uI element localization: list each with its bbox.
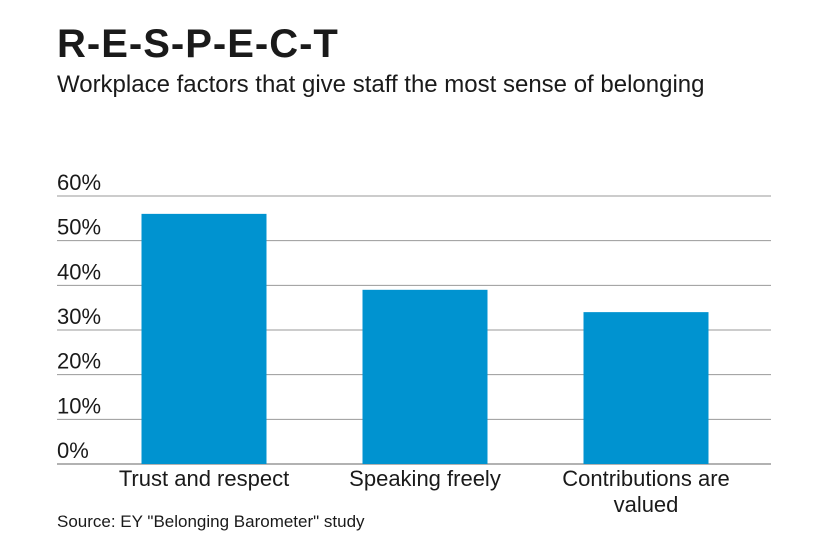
bar xyxy=(583,312,709,464)
bars xyxy=(141,213,709,464)
bar xyxy=(362,289,488,464)
source-note: Source: EY "Belonging Barometer" study xyxy=(57,512,365,531)
x-axis-labels: Trust and respect Speaking freely Contribu… xyxy=(119,466,730,517)
y-tick-label: 40% xyxy=(57,259,101,284)
x-category-label: Trust and respect xyxy=(119,466,289,491)
y-tick-label: 0% xyxy=(57,438,89,463)
y-axis-ticks: 0% 10% 20% 30% 40% 50% 60% xyxy=(57,170,101,463)
x-category-label: valued xyxy=(614,492,679,517)
y-tick-label: 50% xyxy=(57,215,101,240)
y-tick-label: 10% xyxy=(57,393,101,418)
bar xyxy=(141,213,267,464)
chart-title: R-E-S-P-E-C-T xyxy=(57,22,339,66)
y-tick-label: 20% xyxy=(57,349,101,374)
chart-subtitle: Workplace factors that give staff the mo… xyxy=(57,71,705,98)
y-tick-label: 60% xyxy=(57,170,101,195)
x-category-label: Contributions are xyxy=(562,466,730,491)
y-tick-label: 30% xyxy=(57,304,101,329)
x-category-label: Speaking freely xyxy=(349,466,501,491)
